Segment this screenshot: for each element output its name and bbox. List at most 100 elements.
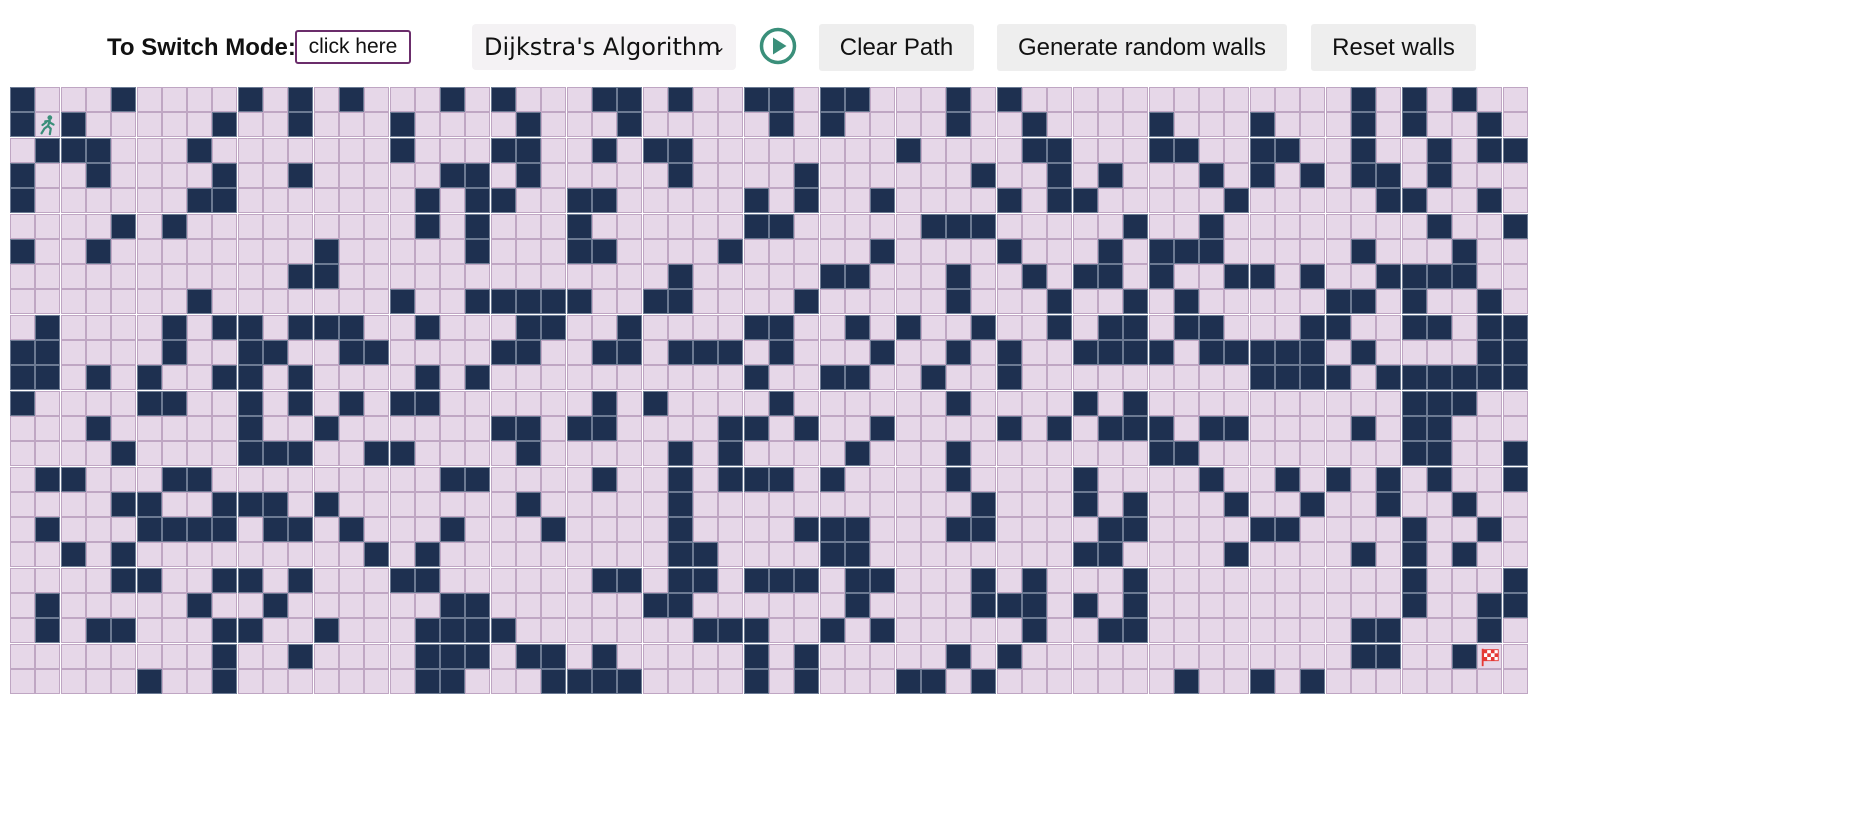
grid-cell[interactable] <box>794 340 819 365</box>
grid-cell[interactable] <box>617 138 642 163</box>
wall-cell[interactable] <box>465 618 490 643</box>
wall-cell[interactable] <box>592 138 617 163</box>
wall-cell[interactable] <box>1477 138 1502 163</box>
wall-cell[interactable] <box>61 112 86 137</box>
grid-cell[interactable] <box>870 264 895 289</box>
grid-cell[interactable] <box>61 163 86 188</box>
grid-cell[interactable] <box>643 87 668 112</box>
grid-cell[interactable] <box>845 289 870 314</box>
grid-cell[interactable] <box>415 163 440 188</box>
grid-cell[interactable] <box>946 365 971 390</box>
grid-cell[interactable] <box>465 87 490 112</box>
grid-cell[interactable] <box>390 618 415 643</box>
grid-cell[interactable] <box>162 568 187 593</box>
grid-cell[interactable] <box>1022 467 1047 492</box>
grid-cell[interactable] <box>238 644 263 669</box>
grid-cell[interactable] <box>263 214 288 239</box>
grid-cell[interactable] <box>390 239 415 264</box>
wall-cell[interactable] <box>769 568 794 593</box>
grid-cell[interactable] <box>1047 669 1072 694</box>
grid-cell[interactable] <box>1351 593 1376 618</box>
wall-cell[interactable] <box>238 87 263 112</box>
wall-cell[interactable] <box>997 644 1022 669</box>
wall-cell[interactable] <box>1376 467 1401 492</box>
grid-cell[interactable] <box>820 644 845 669</box>
grid-cell[interactable] <box>187 340 212 365</box>
wall-cell[interactable] <box>820 467 845 492</box>
wall-cell[interactable] <box>1073 264 1098 289</box>
grid-cell[interactable] <box>390 315 415 340</box>
wall-cell[interactable] <box>516 112 541 137</box>
grid-cell[interactable] <box>896 87 921 112</box>
grid-cell[interactable] <box>1174 517 1199 542</box>
grid-cell[interactable] <box>1022 644 1047 669</box>
grid-cell[interactable] <box>1123 188 1148 213</box>
grid-cell[interactable] <box>35 163 60 188</box>
grid-cell[interactable] <box>1376 416 1401 441</box>
grid-cell[interactable] <box>1275 264 1300 289</box>
grid-cell[interactable] <box>997 467 1022 492</box>
grid-cell[interactable] <box>870 391 895 416</box>
grid-cell[interactable] <box>1174 391 1199 416</box>
wall-cell[interactable] <box>1250 264 1275 289</box>
grid-cell[interactable] <box>1022 669 1047 694</box>
grid-cell[interactable] <box>390 340 415 365</box>
grid-cell[interactable] <box>1275 644 1300 669</box>
grid-cell[interactable] <box>339 467 364 492</box>
grid-cell[interactable] <box>1326 593 1351 618</box>
wall-cell[interactable] <box>10 391 35 416</box>
grid-cell[interactable] <box>364 365 389 390</box>
wall-cell[interactable] <box>238 391 263 416</box>
wall-cell[interactable] <box>794 289 819 314</box>
grid-cell[interactable] <box>339 214 364 239</box>
grid-cell[interactable] <box>693 365 718 390</box>
grid-cell[interactable] <box>415 264 440 289</box>
grid-cell[interactable] <box>921 416 946 441</box>
wall-cell[interactable] <box>111 492 136 517</box>
grid-cell[interactable] <box>617 416 642 441</box>
grid-cell[interactable] <box>212 340 237 365</box>
grid-cell[interactable] <box>1326 239 1351 264</box>
wall-cell[interactable] <box>137 492 162 517</box>
grid-cell[interactable] <box>845 188 870 213</box>
grid-cell[interactable] <box>35 214 60 239</box>
wall-cell[interactable] <box>1022 593 1047 618</box>
grid-cell[interactable] <box>1351 264 1376 289</box>
grid-cell[interactable] <box>1174 416 1199 441</box>
grid-cell[interactable] <box>643 416 668 441</box>
grid-cell[interactable] <box>1402 644 1427 669</box>
wall-cell[interactable] <box>263 492 288 517</box>
wall-cell[interactable] <box>390 391 415 416</box>
wall-cell[interactable] <box>491 188 516 213</box>
grid-cell[interactable] <box>1022 542 1047 567</box>
wall-cell[interactable] <box>845 264 870 289</box>
wall-cell[interactable] <box>820 542 845 567</box>
grid-cell[interactable] <box>617 239 642 264</box>
wall-cell[interactable] <box>440 467 465 492</box>
wall-cell[interactable] <box>111 87 136 112</box>
grid-cell[interactable] <box>238 188 263 213</box>
grid-cell[interactable] <box>693 517 718 542</box>
wall-cell[interactable] <box>668 163 693 188</box>
grid-cell[interactable] <box>946 618 971 643</box>
wall-cell[interactable] <box>744 315 769 340</box>
grid-cell[interactable] <box>718 517 743 542</box>
grid-cell[interactable] <box>997 112 1022 137</box>
grid-cell[interactable] <box>1022 214 1047 239</box>
grid-cell[interactable] <box>187 365 212 390</box>
wall-cell[interactable] <box>516 315 541 340</box>
grid-cell[interactable] <box>339 568 364 593</box>
grid-cell[interactable] <box>592 264 617 289</box>
grid-cell[interactable] <box>1047 517 1072 542</box>
wall-cell[interactable] <box>1402 517 1427 542</box>
wall-cell[interactable] <box>1098 340 1123 365</box>
wall-cell[interactable] <box>1098 163 1123 188</box>
grid-cell[interactable] <box>693 315 718 340</box>
grid-cell[interactable] <box>1149 542 1174 567</box>
wall-cell[interactable] <box>1351 416 1376 441</box>
grid-cell[interactable] <box>238 264 263 289</box>
grid-cell[interactable] <box>769 618 794 643</box>
wall-cell[interactable] <box>238 441 263 466</box>
grid-cell[interactable] <box>187 391 212 416</box>
grid-cell[interactable] <box>1427 593 1452 618</box>
